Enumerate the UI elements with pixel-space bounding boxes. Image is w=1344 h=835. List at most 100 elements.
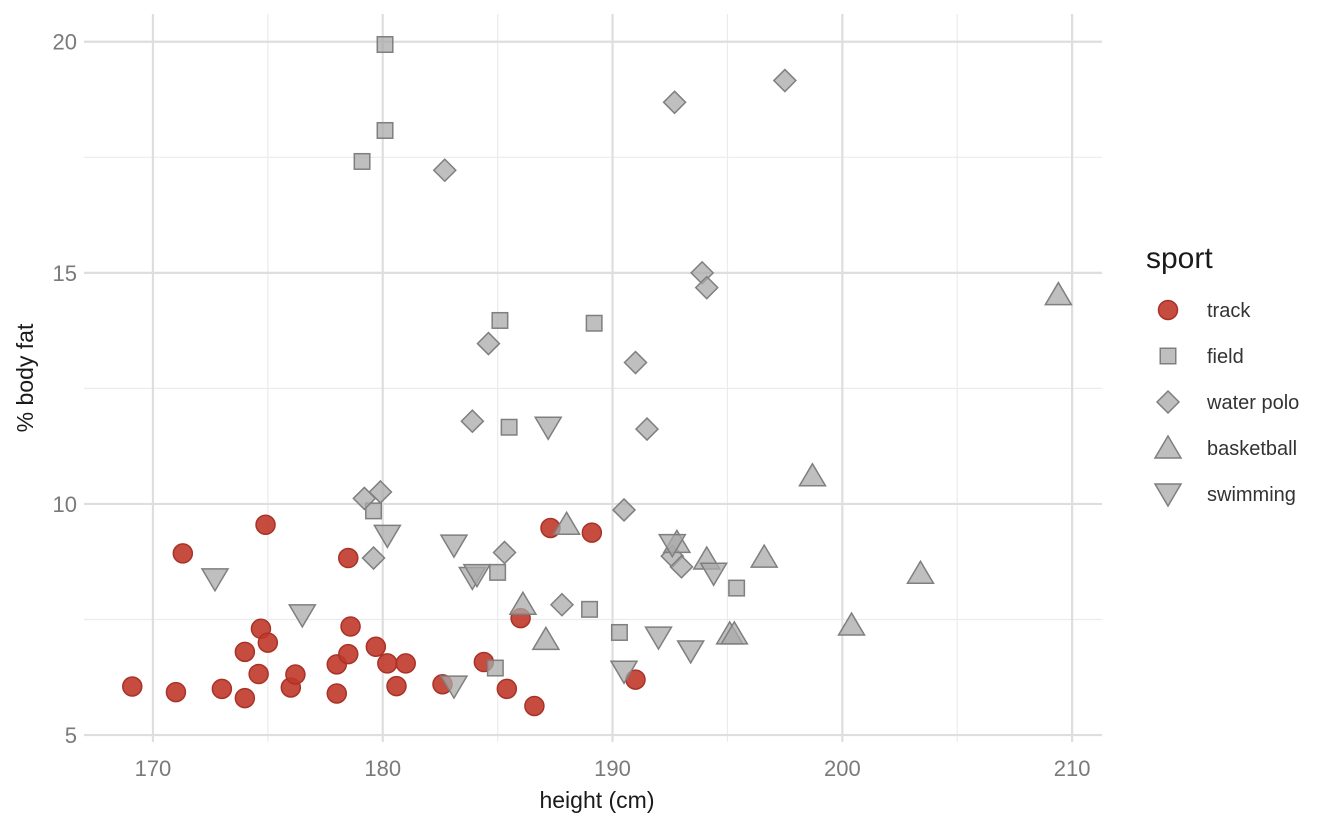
data-point-water-polo bbox=[662, 90, 687, 115]
data-point-basketball bbox=[508, 590, 538, 616]
legend-item: swimming bbox=[1153, 483, 1296, 508]
data-point-track bbox=[234, 641, 256, 663]
data-point-track bbox=[255, 514, 276, 536]
data-point-field bbox=[486, 659, 504, 677]
data-point-swimming bbox=[533, 416, 563, 441]
x-tick-label: 170 bbox=[135, 756, 172, 781]
legend-label: basketball bbox=[1207, 438, 1297, 460]
legend-key-swimming bbox=[1153, 483, 1183, 508]
x-tick-label: 190 bbox=[594, 756, 631, 781]
data-point-track bbox=[248, 663, 269, 685]
data-point-basketball bbox=[531, 625, 561, 651]
y-tick-label: 5 bbox=[65, 723, 77, 748]
data-point-water-polo bbox=[549, 592, 575, 617]
x-axis-title: height (cm) bbox=[539, 787, 654, 813]
data-point-water-polo bbox=[476, 331, 501, 356]
legend-title: sport bbox=[1146, 242, 1213, 275]
data-point-field bbox=[728, 579, 746, 597]
data-point-water-polo bbox=[611, 497, 637, 523]
data-point-track bbox=[581, 522, 603, 543]
data-point-swimming bbox=[200, 568, 230, 593]
legend-item: field bbox=[1159, 346, 1244, 368]
data-point-basketball bbox=[1044, 281, 1073, 306]
y-axis-title: % body fat bbox=[12, 323, 38, 432]
data-point-field bbox=[491, 311, 509, 329]
data-point-swimming bbox=[462, 563, 492, 589]
data-point-track bbox=[285, 664, 306, 685]
series-swimming bbox=[200, 416, 728, 700]
data-point-track bbox=[340, 616, 361, 637]
data-point-field bbox=[585, 314, 603, 332]
data-point-track bbox=[234, 687, 256, 709]
series-field bbox=[353, 36, 746, 677]
data-point-track bbox=[386, 675, 407, 697]
x-tick-label: 180 bbox=[364, 756, 401, 781]
data-point-track bbox=[257, 632, 279, 653]
data-point-track bbox=[377, 653, 398, 674]
data-point-field bbox=[581, 600, 599, 618]
x-tick-label: 210 bbox=[1054, 756, 1091, 781]
data-point-water-polo bbox=[492, 540, 517, 565]
legend-key-field bbox=[1159, 347, 1177, 365]
data-point-track bbox=[365, 636, 387, 658]
legend-key-track bbox=[1157, 299, 1179, 321]
y-tick-label: 15 bbox=[53, 261, 77, 286]
data-point-water-polo bbox=[361, 545, 386, 571]
axis-tick-labels: 170 180 190 200 210 5 10 15 20 bbox=[53, 30, 1091, 781]
data-point-swimming bbox=[439, 675, 469, 700]
data-point-field bbox=[365, 502, 383, 520]
data-point-track bbox=[395, 653, 416, 674]
data-point-swimming bbox=[657, 533, 687, 559]
data-point-track bbox=[338, 643, 359, 665]
data-point-water-polo bbox=[368, 479, 393, 504]
data-point-swimming bbox=[609, 660, 639, 685]
series-basketball bbox=[508, 281, 1073, 651]
data-point-track bbox=[172, 543, 194, 564]
data-point-swimming bbox=[287, 604, 317, 629]
data-point-track bbox=[122, 676, 143, 697]
data-point-track bbox=[211, 678, 233, 700]
data-point-track bbox=[496, 678, 518, 700]
data-point-water-polo bbox=[460, 409, 485, 434]
data-point-field bbox=[376, 121, 394, 139]
data-point-field bbox=[353, 152, 371, 170]
y-tick-label: 10 bbox=[53, 492, 77, 517]
legend-item: track bbox=[1157, 299, 1251, 322]
data-point-swimming bbox=[373, 524, 402, 549]
data-point-track bbox=[326, 683, 348, 704]
legend-key-basketball bbox=[1153, 434, 1183, 459]
data-point-water-polo bbox=[432, 158, 457, 183]
data-point-swimming bbox=[439, 534, 469, 559]
data-point-basketball bbox=[749, 543, 779, 568]
data-points bbox=[122, 36, 1073, 717]
data-point-field bbox=[489, 563, 507, 581]
data-point-basketball bbox=[837, 611, 866, 636]
data-point-field bbox=[500, 418, 518, 436]
data-point-field bbox=[376, 36, 394, 54]
legend-label: field bbox=[1207, 346, 1244, 368]
data-point-swimming bbox=[676, 640, 705, 665]
data-point-swimming bbox=[699, 562, 728, 587]
data-point-track bbox=[338, 547, 359, 569]
series-track bbox=[122, 514, 646, 717]
y-tick-label: 20 bbox=[53, 30, 77, 55]
x-tick-label: 200 bbox=[824, 756, 861, 781]
data-point-field bbox=[610, 623, 628, 641]
legend-key-water-polo bbox=[1155, 389, 1181, 415]
legend-label: water polo bbox=[1206, 392, 1299, 414]
legend: sport track field water polo basketball swim… bbox=[1146, 242, 1299, 508]
data-point-basketball bbox=[906, 559, 935, 585]
grid-lines bbox=[84, 14, 1102, 742]
data-point-water-polo bbox=[772, 68, 797, 93]
data-point-track bbox=[165, 681, 187, 703]
legend-label: track bbox=[1207, 300, 1251, 322]
data-point-water-polo bbox=[669, 554, 694, 579]
legend-item: basketball bbox=[1153, 434, 1297, 460]
data-point-basketball bbox=[798, 462, 827, 487]
data-point-basketball bbox=[720, 620, 749, 645]
data-point-water-polo bbox=[694, 275, 719, 300]
legend-item: water polo bbox=[1155, 389, 1299, 415]
data-point-water-polo bbox=[634, 417, 660, 442]
